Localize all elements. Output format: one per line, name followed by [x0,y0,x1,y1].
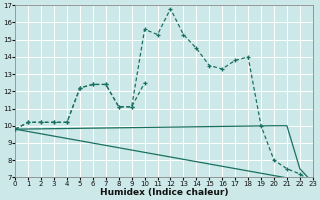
X-axis label: Humidex (Indice chaleur): Humidex (Indice chaleur) [100,188,228,197]
